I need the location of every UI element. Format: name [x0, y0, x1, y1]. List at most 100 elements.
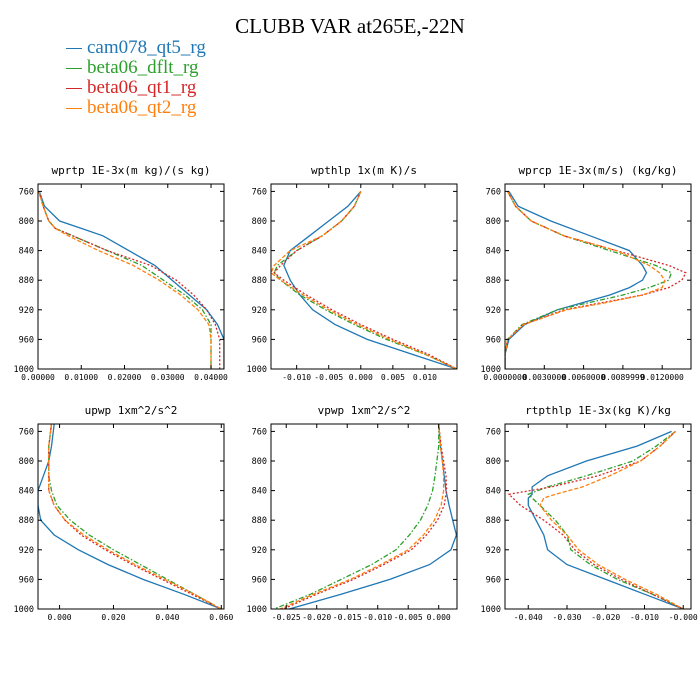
y-tick-label: 1000: [481, 365, 501, 375]
plot-frame: [504, 183, 692, 370]
y-tick-label: 880: [252, 516, 267, 526]
legend-swatch: [66, 87, 82, 89]
series-line-cam078_qt5_rg: [38, 424, 222, 609]
series-group: [38, 424, 222, 609]
y-tick-label: 960: [486, 335, 501, 345]
series-line-cam078_qt5_rg: [283, 190, 457, 369]
x-tick-label: 0.00000: [21, 373, 55, 382]
x-tick-label: -0.040: [514, 613, 543, 622]
x-tick-label: 0.040: [155, 613, 179, 622]
legend-label: beta06_dflt_rg: [87, 57, 199, 78]
y-tick-label: 800: [252, 457, 267, 467]
plot-frame: [37, 183, 225, 370]
x-tick-label: 0.03000: [151, 373, 185, 382]
x-tick-label: 0.005: [381, 373, 405, 382]
y-tick-label: 920: [486, 306, 501, 316]
series-line-beta06_dflt_rg: [505, 191, 673, 369]
legend-swatch: [66, 67, 82, 69]
legend-label: beta06_qt1_rg: [87, 77, 197, 98]
y-tick-label: 1000: [14, 605, 34, 615]
x-tick-label: 0.04000: [194, 373, 228, 382]
series-group: [38, 191, 224, 369]
y-tick-label: 760: [19, 427, 34, 437]
series-line-beta06_qt1_rg: [282, 424, 448, 609]
y-tick-label: 960: [252, 575, 267, 585]
series-line-cam078_qt5_rg: [527, 430, 684, 609]
y-tick-label: 760: [486, 427, 501, 437]
y-tick-label: 760: [252, 427, 267, 437]
series-group: [505, 191, 687, 369]
series-line-beta06_qt1_rg: [38, 191, 221, 369]
y-tick-label: 840: [252, 487, 267, 497]
legend-item: beta06_qt2_rg: [66, 98, 206, 118]
y-tick-label: 800: [252, 217, 267, 227]
y-tick-label: 880: [486, 516, 501, 526]
y-tick-label: 880: [252, 276, 267, 286]
x-tick-label: -0.030: [553, 613, 582, 622]
series-line-cam078_qt5_rg: [505, 191, 648, 369]
x-tick-label: 0.060: [209, 613, 233, 622]
series-line-beta06_dflt_rg: [38, 191, 212, 369]
x-tick-label: 0.000: [48, 613, 72, 622]
legend-label: cam078_qt5_rg: [87, 37, 206, 58]
x-tick-label: -0.005: [394, 613, 423, 622]
y-tick-label: 1000: [247, 365, 267, 375]
series-line-cam078_qt5_rg: [38, 191, 224, 369]
x-tick-label: 0.0120000: [641, 373, 685, 382]
x-tick-label: 0.0089999: [601, 373, 645, 382]
series-line-beta06_qt1_rg: [273, 191, 457, 369]
plot-frame: [270, 423, 458, 610]
y-tick-label: 960: [486, 575, 501, 585]
legend-item: beta06_dflt_rg: [66, 58, 206, 78]
x-tick-label: -0.005: [314, 373, 343, 382]
panel-2: wpthlp 1x(m K)/s 760 800 840 880 920 960 1000 -0…: [247, 164, 458, 382]
panel-title: upwp 1xm^2/s^2: [85, 404, 178, 417]
legend-swatch: [66, 107, 82, 109]
x-tick-label: 0.020: [101, 613, 125, 622]
y-tick-label: 880: [19, 276, 34, 286]
x-tick-label: -0.015: [333, 613, 362, 622]
x-tick-label: 0.010: [413, 373, 437, 382]
plot-frame: [37, 423, 225, 610]
legend-item: cam078_qt5_rg: [66, 38, 206, 58]
legend-label: beta06_qt2_rg: [87, 97, 197, 118]
y-tick-label: 880: [486, 276, 501, 286]
x-tick-label: -0.010: [363, 613, 392, 622]
series-line-beta06_qt2_rg: [271, 191, 457, 369]
y-tick-label: 800: [19, 457, 34, 467]
figure-title: CLUBB VAR at265E,-22N: [235, 14, 465, 38]
series-line-beta06_qt2_rg: [279, 424, 445, 609]
panel-title: wprcp 1E-3x(m/s) (kg/kg): [519, 164, 678, 177]
series-line-beta06_qt1_rg: [507, 430, 684, 609]
x-tick-label: 0.02000: [108, 373, 142, 382]
panel-1: wprtp 1E-3x(m kg)/(s kg) 760 800 840 880 920 9…: [14, 164, 229, 382]
y-tick-label: 920: [19, 546, 34, 556]
legend-swatch: [66, 47, 82, 49]
series-group: [273, 424, 457, 609]
series-line-beta06_qt2_rg: [505, 191, 666, 369]
series-group: [507, 430, 684, 609]
panel-6: rtpthlp 1E-3x(kg K)/kg 760 800 840 880 920 960…: [481, 404, 698, 622]
y-tick-label: 840: [486, 487, 501, 497]
series-line-cam078_qt5_rg: [289, 424, 457, 609]
series-line-beta06_dflt_rg: [273, 191, 457, 369]
x-tick-label: -0.025: [272, 613, 301, 622]
y-tick-label: 760: [19, 187, 34, 197]
series-line-beta06_dflt_rg: [273, 424, 440, 609]
plot-frame: [504, 423, 692, 610]
panel-4: upwp 1xm^2/s^2 760 800 840 880 920 960 1000 0.00…: [14, 404, 234, 622]
y-tick-label: 920: [19, 306, 34, 316]
x-tick-label: 0.000: [427, 613, 451, 622]
y-tick-label: 800: [19, 217, 34, 227]
series-line-beta06_dflt_rg: [48, 424, 222, 609]
panel-title: rtpthlp 1E-3x(kg K)/kg: [525, 404, 671, 417]
y-tick-label: 1000: [481, 605, 501, 615]
y-tick-label: 880: [19, 516, 34, 526]
y-tick-label: 800: [486, 217, 501, 227]
y-tick-label: 1000: [14, 365, 34, 375]
x-tick-label: 0.0060000: [562, 373, 606, 382]
y-tick-label: 800: [486, 457, 501, 467]
y-tick-label: 960: [19, 575, 34, 585]
panel-title: wpthlp 1x(m K)/s: [311, 164, 417, 177]
